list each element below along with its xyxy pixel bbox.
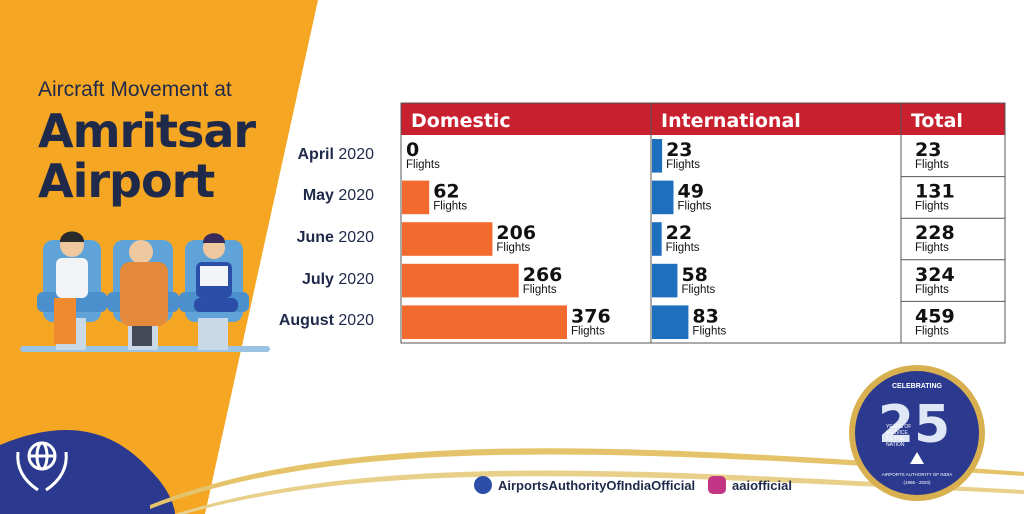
unit-label: Flights bbox=[915, 242, 949, 254]
title-line-3: Airport bbox=[38, 154, 215, 208]
category-label: April 2020 bbox=[297, 145, 375, 163]
category-label: July 2020 bbox=[301, 270, 374, 288]
bar-international bbox=[652, 222, 662, 256]
unit-label: Flights bbox=[666, 242, 700, 254]
unit-label: Flights bbox=[681, 284, 715, 296]
data-label-international: 49 bbox=[678, 181, 704, 203]
badge-text-3: TO THE bbox=[886, 436, 905, 442]
bar-international bbox=[652, 305, 689, 339]
unit-label: Flights bbox=[666, 159, 700, 171]
badge-center bbox=[855, 371, 979, 495]
data-label-total: 23 bbox=[915, 139, 941, 161]
badge-org: AIRPORTS AUTHORITY OF INDIA bbox=[882, 472, 953, 477]
unit-label: Flights bbox=[915, 201, 949, 213]
bar-domestic bbox=[402, 263, 519, 298]
celebrating-25-badge: CELEBRATING 25 YEARS OF SERVICE TO THE N… bbox=[849, 365, 985, 501]
data-label-domestic: 376 bbox=[571, 305, 611, 327]
column-header-domestic: Domestic bbox=[411, 110, 511, 132]
aai-logo-icon bbox=[910, 452, 924, 464]
bar-international bbox=[652, 263, 678, 298]
bar-domestic bbox=[402, 222, 493, 256]
data-label-domestic: 62 bbox=[433, 181, 459, 203]
category-label: May 2020 bbox=[302, 187, 374, 205]
blue-corner bbox=[0, 430, 175, 514]
unit-label: Flights bbox=[496, 242, 530, 254]
table-border bbox=[400, 102, 1006, 344]
bar-international bbox=[652, 180, 674, 215]
data-label-total: 228 bbox=[915, 222, 955, 244]
title-line-2: Amritsar bbox=[38, 104, 256, 158]
category-label: August 2020 bbox=[278, 312, 374, 330]
facebook-handle[interactable]: AirportsAuthorityOfIndiaOfficial bbox=[498, 478, 696, 493]
data-label-international: 58 bbox=[681, 264, 707, 286]
unit-label: Flights bbox=[915, 325, 949, 337]
header-bar bbox=[401, 103, 1005, 135]
bar-domestic bbox=[402, 305, 567, 339]
unit-label: Flights bbox=[678, 201, 712, 213]
data-label-total: 324 bbox=[915, 264, 955, 286]
column-header-total: Total bbox=[911, 110, 963, 132]
badge-top-text: CELEBRATING bbox=[892, 383, 943, 390]
badge-number: 25 bbox=[878, 395, 950, 455]
instagram-handle[interactable]: aaiofficial bbox=[732, 478, 792, 493]
badge-text-1: YEARS OF bbox=[886, 424, 911, 430]
data-label-total: 131 bbox=[915, 181, 955, 203]
column-header-international: International bbox=[661, 110, 801, 132]
data-label-total: 459 bbox=[915, 305, 955, 327]
instagram-icon bbox=[708, 476, 726, 494]
data-label-domestic: 266 bbox=[523, 264, 563, 286]
facebook-icon bbox=[474, 476, 492, 494]
bar-international bbox=[652, 139, 663, 173]
unit-label: Flights bbox=[571, 325, 605, 337]
unit-label: Flights bbox=[915, 159, 949, 171]
unit-label: Flights bbox=[406, 159, 440, 171]
data-label-domestic: 206 bbox=[496, 222, 536, 244]
badge-years: (1995 - 2020) bbox=[903, 480, 931, 485]
title-line-1: Aircraft Movement at bbox=[38, 78, 232, 101]
unit-label: Flights bbox=[523, 284, 557, 296]
unit-label: Flights bbox=[433, 201, 467, 213]
badge-text-2: SERVICE bbox=[886, 430, 909, 436]
passengers-illustration bbox=[20, 231, 270, 352]
data-label-international: 23 bbox=[666, 139, 692, 161]
category-label: June 2020 bbox=[296, 229, 374, 246]
badge-text-4: NATION bbox=[886, 442, 905, 448]
unit-label: Flights bbox=[915, 284, 949, 296]
bar-domestic bbox=[402, 180, 430, 215]
data-label-domestic: 0 bbox=[406, 139, 419, 161]
data-label-international: 22 bbox=[666, 222, 692, 244]
gold-swoosh-2 bbox=[175, 470, 1024, 514]
data-label-international: 83 bbox=[692, 305, 718, 327]
globe-hands-icon bbox=[16, 441, 68, 492]
unit-label: Flights bbox=[692, 325, 726, 337]
